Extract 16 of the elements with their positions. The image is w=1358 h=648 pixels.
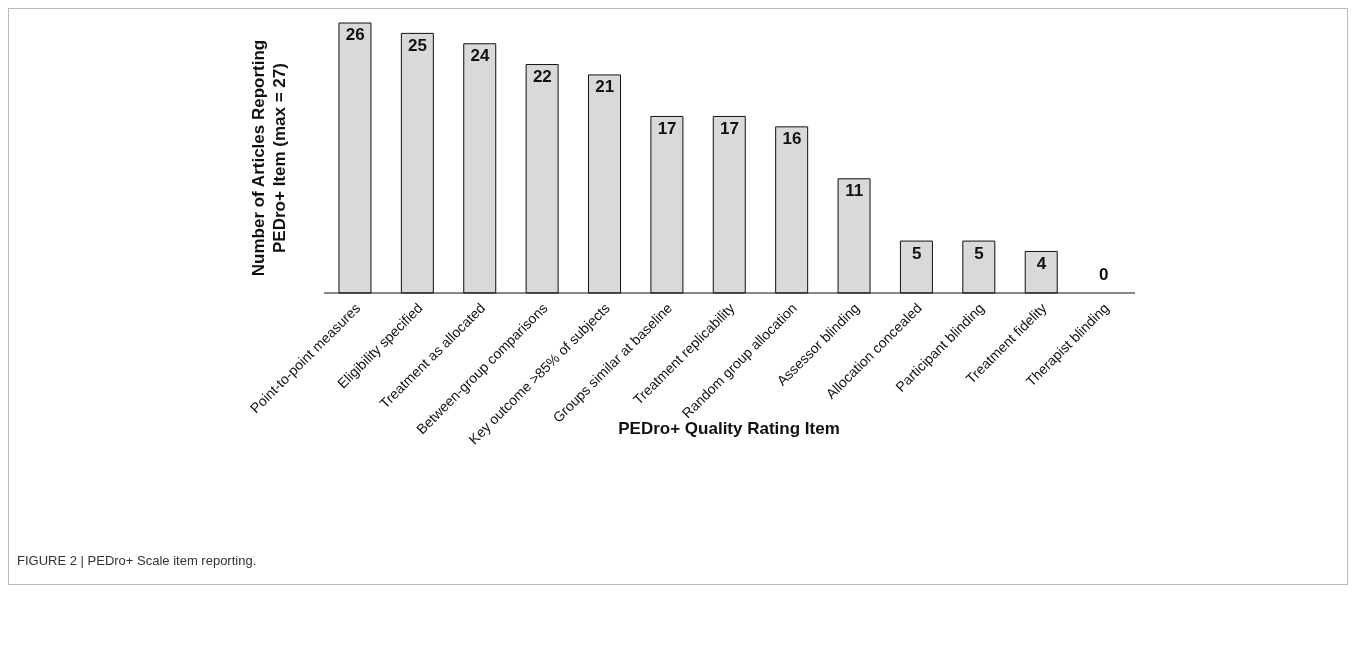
x-axis-title: PEDro+ Quality Rating Item [618, 419, 840, 438]
y-axis-title: Number of Articles Reporting PEDro+ Item (max = 27) [249, 39, 289, 277]
data-label: 4 [1036, 253, 1047, 273]
data-label: 5 [974, 243, 984, 263]
data-label: 25 [408, 35, 428, 55]
data-label: 17 [720, 118, 739, 138]
data-label: 5 [911, 243, 922, 263]
data-label: 11 [845, 181, 864, 201]
caption: FIGURE 2 | PEDro+ Scale item reporting. [16, 552, 258, 570]
data-label: 16 [782, 129, 802, 149]
data-label: 17 [657, 118, 677, 138]
data-label: 21 [595, 77, 615, 97]
data-label: 0 [1099, 265, 1109, 285]
data-label: 26 [345, 25, 365, 45]
data-label: 24 [470, 46, 490, 66]
data-label: 22 [532, 67, 552, 87]
